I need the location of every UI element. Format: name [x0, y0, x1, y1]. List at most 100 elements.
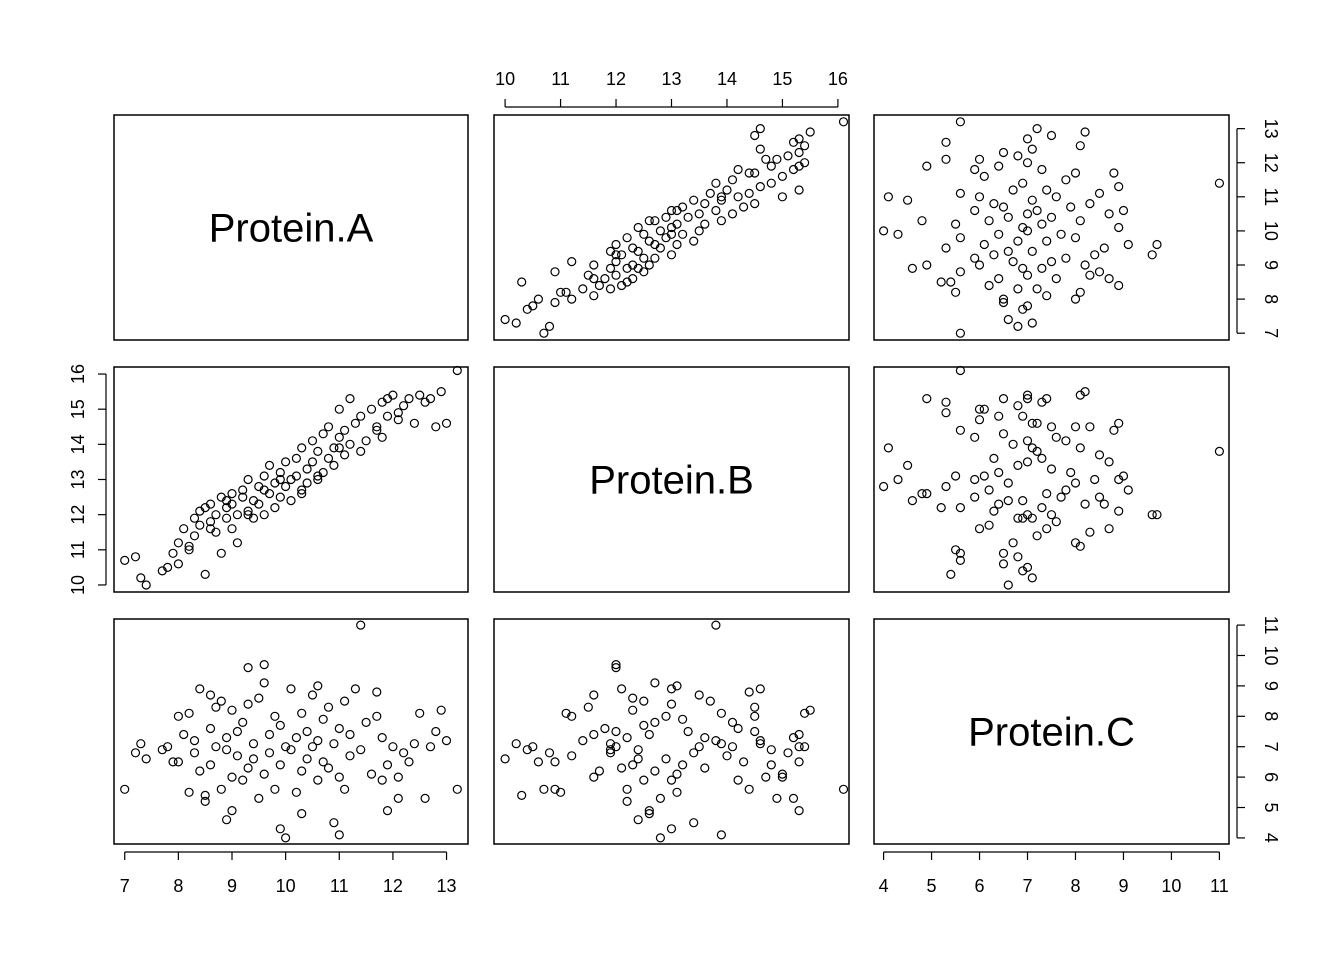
data-point — [738, 202, 749, 212]
variable-label-protein-a: Protein.A — [209, 207, 374, 251]
data-point — [189, 748, 200, 758]
data-point — [275, 474, 285, 485]
data-point — [700, 219, 710, 229]
data-point — [994, 229, 1004, 239]
panel-protein-a-vs-protein-a: Protein.A — [113, 114, 469, 341]
data-point — [605, 739, 616, 749]
x-axis-top-protein-b: 10 11 12 13 14 15 16 — [495, 69, 848, 108]
data-point — [989, 199, 999, 209]
data-point — [441, 735, 452, 746]
data-point — [902, 195, 913, 205]
data-point — [1022, 436, 1033, 446]
data-point — [979, 239, 989, 250]
data-point — [216, 696, 226, 706]
x-axis-bottom-protein-c: 4 5 6 7 8 9 10 11 — [879, 851, 1229, 896]
data-point — [393, 772, 403, 782]
data-point — [633, 263, 643, 273]
data-point — [605, 748, 616, 758]
data-point — [425, 742, 436, 752]
data-point — [777, 769, 788, 779]
data-point — [334, 404, 344, 414]
tick-label: 11 — [1210, 876, 1229, 896]
data-point — [583, 702, 593, 712]
data-point — [970, 205, 980, 216]
data-point — [436, 387, 446, 397]
data-point — [323, 763, 334, 773]
tick-label: 9 — [227, 876, 237, 896]
data-point — [297, 485, 307, 495]
data-point — [979, 404, 989, 414]
data-point — [259, 769, 269, 779]
tick-label: 16 — [68, 364, 88, 384]
data-point — [989, 250, 999, 260]
data-point — [611, 662, 621, 673]
data-point — [1027, 418, 1037, 428]
data-point — [302, 478, 312, 488]
data-point — [955, 503, 966, 513]
tick-label: 11 — [330, 876, 349, 896]
data-point — [302, 754, 312, 764]
data-point — [307, 742, 318, 752]
data-point — [382, 760, 393, 770]
tick-label: 9 — [1261, 260, 1281, 270]
data-point — [366, 769, 377, 779]
tick-label: 15 — [772, 69, 792, 89]
data-point — [1027, 246, 1037, 256]
data-point — [955, 555, 966, 566]
data-point — [195, 520, 205, 530]
data-point — [666, 775, 677, 785]
data-point — [750, 702, 760, 712]
data-point — [594, 280, 605, 291]
data-point — [399, 401, 409, 411]
data-point — [1075, 287, 1085, 297]
data-point — [184, 708, 194, 718]
data-point — [672, 769, 682, 779]
data-point — [189, 513, 200, 523]
data-point — [1037, 164, 1047, 175]
data-point — [238, 775, 248, 785]
data-point — [270, 784, 280, 794]
data-point — [589, 260, 599, 270]
data-point — [1114, 506, 1124, 516]
data-point — [173, 538, 183, 548]
data-point — [998, 147, 1009, 158]
data-point — [750, 168, 760, 178]
data-point — [750, 199, 760, 209]
data-point — [578, 284, 588, 294]
data-point — [270, 503, 280, 513]
data-point — [382, 805, 393, 816]
data-point — [650, 717, 660, 728]
data-point — [970, 253, 980, 263]
data-point — [1037, 263, 1047, 273]
data-point — [313, 775, 323, 785]
data-point — [1056, 492, 1066, 502]
data-point — [677, 229, 688, 239]
data-point — [1013, 236, 1023, 246]
data-point — [1061, 175, 1071, 185]
data-point — [533, 757, 544, 767]
data-point — [941, 397, 951, 407]
data-point — [955, 425, 966, 435]
data-point — [318, 714, 328, 724]
data-point — [917, 216, 927, 226]
data-point — [1118, 205, 1129, 216]
data-point — [200, 796, 210, 807]
data-point — [766, 760, 776, 770]
data-point — [722, 751, 732, 761]
data-point — [1046, 257, 1057, 267]
data-point — [259, 471, 269, 481]
data-point — [716, 195, 727, 205]
data-point — [377, 775, 387, 785]
data-point — [644, 729, 654, 740]
panel-protein-b-vs-protein-b: Protein.B — [493, 366, 850, 593]
data-point — [970, 474, 980, 485]
data-point — [511, 739, 521, 749]
data-point — [970, 492, 980, 502]
data-point — [1022, 562, 1033, 573]
data-point — [755, 124, 765, 134]
data-point — [120, 784, 130, 794]
data-point — [179, 524, 189, 534]
data-point — [589, 274, 599, 284]
panel-frame — [113, 114, 469, 341]
y-axis-left-protein-b: 10 11 12 13 14 15 16 — [68, 364, 107, 595]
